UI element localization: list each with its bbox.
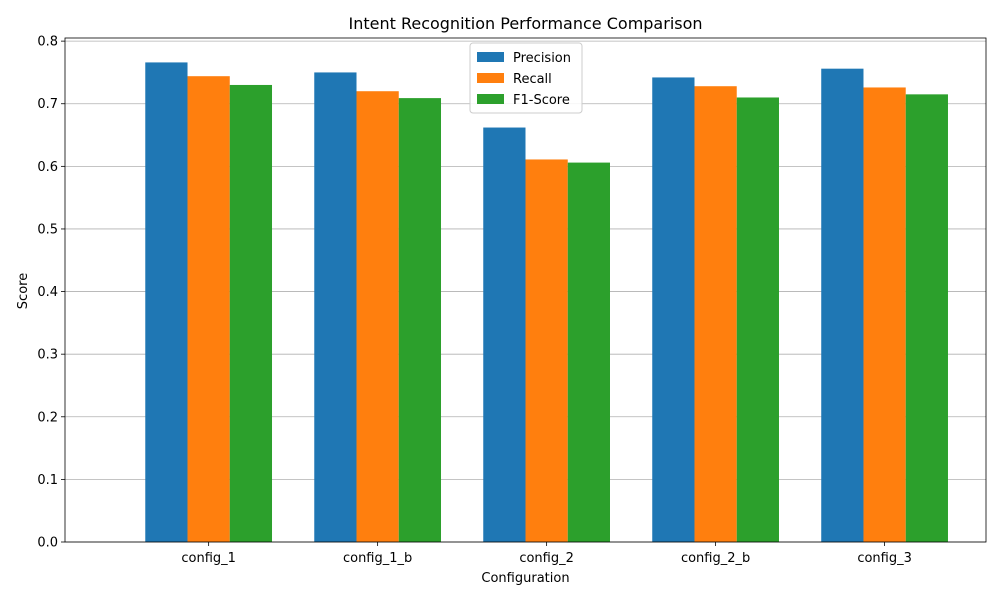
legend-swatch [477, 94, 504, 104]
x-axis-label: Configuration [481, 571, 569, 586]
y-tick-label: 0.3 [37, 348, 58, 363]
bar-precision [821, 68, 864, 543]
bars [145, 62, 948, 543]
bar-f1-score [736, 97, 779, 542]
y-tick-label: 0.2 [37, 410, 58, 425]
bar-recall [356, 91, 399, 542]
legend-label: Recall [513, 72, 552, 87]
y-axis-label: Score [16, 273, 31, 309]
bar-recall [187, 76, 230, 542]
x-tick-label: config_2_b [681, 551, 750, 566]
bar-precision [483, 127, 526, 543]
bar-f1-score [398, 98, 442, 543]
bar-recall [694, 86, 737, 543]
y-tick-label: 0.7 [37, 97, 58, 112]
y-tick-label: 0.4 [37, 285, 58, 300]
x-tick-label: config_3 [857, 551, 912, 566]
axes-frame [64, 37, 987, 543]
y-tick-label: 0.1 [37, 473, 58, 488]
x-tick-label: config_2 [519, 551, 574, 566]
bar-recall [863, 87, 906, 542]
y-tick-label: 0.6 [37, 160, 58, 175]
chart-title: Intent Recognition Performance Compariso… [348, 14, 702, 33]
y-tick-label: 0.0 [37, 536, 58, 551]
x-tick-label: config_1_b [343, 551, 412, 566]
y-tick-label: 0.8 [37, 35, 58, 50]
legend-swatch [477, 73, 504, 83]
y-tick-label: 0.5 [37, 222, 58, 237]
axes: 0.0 0.1 0.2 0.3 0.4 0.5 0.6 0.7 0.8 config_1 confi… [37, 35, 987, 566]
bar-f1-score [229, 84, 273, 543]
bar-f1-score [567, 162, 610, 542]
legend-swatch [477, 52, 504, 62]
bar-precision [652, 77, 695, 542]
bar-precision [145, 62, 188, 543]
legend-label: F1-Score [513, 93, 570, 108]
bar-precision [314, 72, 357, 542]
x-tick-label: config_1 [181, 551, 236, 566]
bar-recall [525, 159, 568, 542]
legend-label: Precision [513, 51, 571, 66]
legend: Precision Recall F1-Score [469, 42, 583, 114]
bar-f1-score [905, 94, 948, 542]
